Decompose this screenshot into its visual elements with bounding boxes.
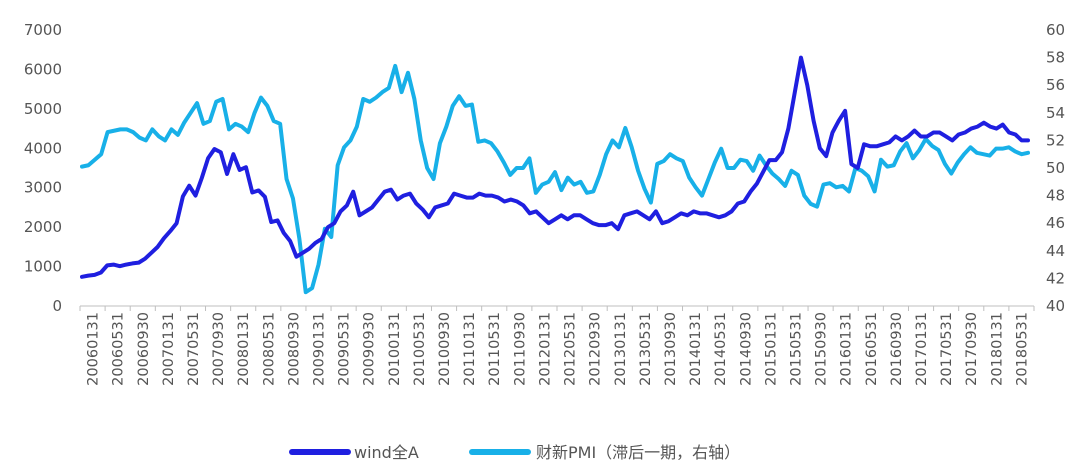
x-tick-label: 20180131 (989, 312, 1005, 386)
x-tick-label: 20100930 (437, 312, 453, 386)
x-tick-label: 20160930 (889, 312, 905, 386)
x-tick-label: 20090131 (312, 312, 328, 386)
series-layer (80, 55, 1030, 295)
x-tick-label: 20070531 (186, 312, 202, 386)
right-tick-label: 56 (1046, 76, 1065, 94)
x-tick-label: 20120930 (588, 312, 604, 386)
left-tick-label: 3000 (24, 179, 62, 197)
x-tick-label: 20130930 (663, 312, 679, 386)
left-tick-label: 1000 (24, 258, 62, 276)
right-tick-label: 46 (1046, 214, 1065, 232)
x-tick-label: 20070131 (161, 312, 177, 386)
x-tick-label: 20060131 (86, 312, 102, 386)
left-tick-label: 0 (52, 297, 62, 315)
series-line-pmi (80, 63, 1030, 295)
right-tick-label: 42 (1046, 269, 1065, 287)
x-tick-label: 20120131 (537, 312, 553, 386)
right-tick-label: 44 (1046, 242, 1065, 260)
x-tick-label: 20080131 (236, 312, 252, 386)
x-tick-label: 20110131 (462, 312, 478, 386)
x-tick-label: 20080531 (261, 312, 277, 386)
x-tick-label: 20150531 (789, 312, 805, 386)
x-tick-label: 20100131 (387, 312, 403, 386)
x-tick-label: 20100531 (412, 312, 428, 386)
left-y-axis: 0 1000 2000 3000 4000 5000 6000 7000 (24, 21, 62, 315)
x-tick-label: 20090531 (337, 312, 353, 386)
x-tick-label: 20170531 (939, 312, 955, 386)
legend: wind全A 财新PMI（滞后一期，右轴） (289, 443, 740, 462)
right-tick-label: 54 (1046, 104, 1065, 122)
left-tick-label: 5000 (24, 100, 62, 118)
x-tick-label: 20170930 (964, 312, 980, 386)
x-tick-label: 20110531 (487, 312, 503, 386)
right-tick-label: 60 (1046, 21, 1065, 39)
x-tick-label: 20160131 (839, 312, 855, 386)
left-tick-label: 4000 (24, 139, 62, 157)
right-y-axis: 40 42 44 46 48 50 52 54 56 58 60 (1046, 21, 1065, 315)
x-tick-label: 20060930 (136, 312, 152, 386)
right-tick-label: 50 (1046, 159, 1065, 177)
x-tick-label: 20110930 (512, 312, 528, 386)
x-tick-label: 20140131 (688, 312, 704, 386)
legend-label-wind: wind全A (354, 443, 419, 462)
x-tick-label: 20060531 (111, 312, 127, 386)
x-tick-label: 20170131 (914, 312, 930, 386)
x-tick-label: 20070930 (211, 312, 227, 386)
right-tick-label: 58 (1046, 49, 1065, 67)
right-tick-label: 40 (1046, 297, 1065, 315)
x-tick-label: 20140930 (738, 312, 754, 386)
x-axis: 20060131 20060531 20060930 20070131 20070531… (79, 305, 1035, 386)
legend-label-pmi: 财新PMI（滞后一期，右轴） (536, 443, 740, 462)
x-tick-label: 20120531 (563, 312, 579, 386)
left-tick-label: 6000 (24, 60, 62, 78)
left-tick-label: 2000 (24, 218, 62, 236)
x-tick-label: 20130531 (638, 312, 654, 386)
left-tick-label: 7000 (24, 21, 62, 39)
x-tick-label: 20080930 (286, 312, 302, 386)
x-tick-label: 20130131 (613, 312, 629, 386)
x-tick-label: 20150930 (814, 312, 830, 386)
series-line-wind (80, 55, 1030, 279)
x-tick-label: 20150131 (763, 312, 779, 386)
x-tick-label: 20140531 (713, 312, 729, 386)
right-tick-label: 48 (1046, 187, 1065, 205)
x-tick-label: 20160531 (864, 312, 880, 386)
x-tick-label: 20090930 (362, 312, 378, 386)
right-tick-label: 52 (1046, 131, 1065, 149)
x-tick-label: 20180531 (1014, 312, 1030, 386)
